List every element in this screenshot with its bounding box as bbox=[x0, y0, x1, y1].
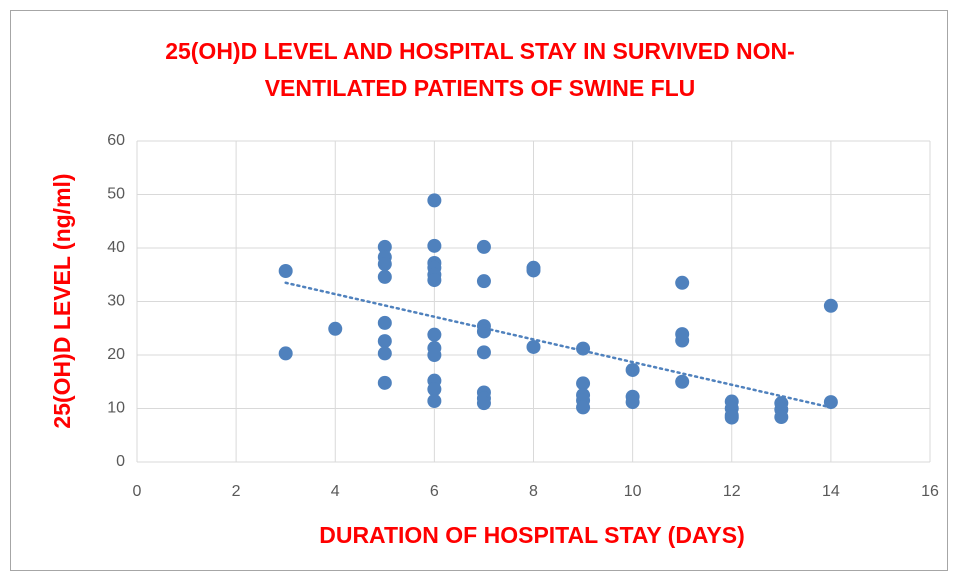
data-point bbox=[427, 238, 442, 253]
trendline bbox=[284, 281, 833, 409]
data-point bbox=[377, 375, 392, 390]
x-tick-label: 8 bbox=[529, 483, 538, 500]
data-point bbox=[427, 394, 442, 409]
y-tick-label: 40 bbox=[107, 239, 125, 256]
x-tick-label: 6 bbox=[430, 483, 439, 500]
chart-title: VENTILATED PATIENTS OF SWINE FLU bbox=[265, 75, 696, 101]
data-point bbox=[278, 346, 293, 361]
chart-title: 25(OH)D LEVEL AND HOSPITAL STAY IN SURVI… bbox=[165, 38, 795, 64]
data-point bbox=[377, 257, 392, 272]
data-point bbox=[576, 400, 591, 415]
y-tick-label: 10 bbox=[107, 400, 125, 417]
data-point bbox=[476, 239, 491, 254]
x-tick-label: 14 bbox=[822, 483, 840, 500]
chart-border bbox=[10, 10, 948, 571]
data-point bbox=[377, 269, 392, 284]
data-point bbox=[278, 264, 293, 279]
data-point bbox=[774, 410, 789, 425]
data-point bbox=[526, 339, 541, 354]
data-point bbox=[377, 346, 392, 361]
data-point bbox=[476, 274, 491, 289]
data-point bbox=[625, 362, 640, 377]
data-point bbox=[377, 315, 392, 330]
data-point bbox=[576, 376, 591, 391]
data-point bbox=[675, 374, 690, 389]
data-point bbox=[427, 273, 442, 288]
data-point bbox=[427, 382, 442, 397]
x-tick-label: 0 bbox=[133, 483, 142, 500]
y-tick-label: 20 bbox=[107, 346, 125, 363]
y-tick-label: 60 bbox=[107, 132, 125, 149]
data-point bbox=[675, 333, 690, 348]
x-tick-label: 10 bbox=[624, 483, 642, 500]
data-point bbox=[823, 395, 838, 410]
data-point bbox=[427, 327, 442, 342]
x-axis-label: DURATION OF HOSPITAL STAY (DAYS) bbox=[319, 522, 745, 548]
data-point bbox=[476, 396, 491, 411]
data-point bbox=[427, 348, 442, 362]
data-point bbox=[427, 193, 442, 208]
data-point bbox=[526, 263, 541, 278]
x-tick-label: 4 bbox=[331, 483, 340, 500]
y-tick-label: 50 bbox=[107, 186, 125, 203]
x-tick-label: 2 bbox=[232, 483, 241, 500]
data-point bbox=[625, 395, 640, 410]
y-tick-label: 30 bbox=[107, 293, 125, 310]
x-tick-label: 12 bbox=[723, 483, 741, 500]
data-point bbox=[328, 321, 343, 336]
y-axis-label: 25(OH)D LEVEL (ng/ml) bbox=[49, 173, 75, 428]
data-point bbox=[476, 345, 491, 360]
data-point bbox=[377, 239, 392, 254]
x-tick-label: 16 bbox=[921, 483, 939, 500]
data-point bbox=[724, 410, 739, 425]
data-point bbox=[377, 334, 392, 349]
data-point bbox=[675, 275, 690, 290]
data-point bbox=[823, 298, 838, 313]
y-tick-label: 0 bbox=[116, 453, 125, 470]
